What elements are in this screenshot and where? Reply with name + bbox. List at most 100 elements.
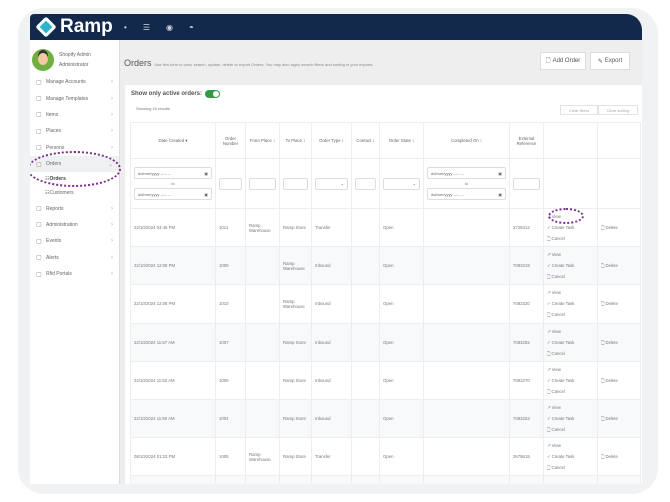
table-cell	[351, 360, 380, 400]
create-task-link[interactable]: ✓Create Task	[547, 263, 575, 269]
sidebar-item-label: Persons	[46, 144, 65, 151]
cancel-link[interactable]: 🗋Cancel	[547, 312, 565, 318]
row-actions: ↗View ✓Create Task 🗋Cancel	[543, 246, 598, 286]
column-header[interactable]: Order Type ↕	[311, 122, 352, 159]
sidebar-item-places[interactable]: ▢ Places ›	[30, 123, 119, 139]
filter-select[interactable]: ⌄	[383, 177, 420, 190]
column-header[interactable]: External Reference	[509, 122, 544, 159]
cancel-link[interactable]: 🗋Cancel	[547, 465, 565, 471]
delete-link[interactable]: 🗋Delete	[601, 263, 618, 269]
column-header[interactable]: Order State ↕	[379, 122, 424, 159]
table-cell	[423, 207, 510, 248]
delete-link[interactable]: 🗋Delete	[601, 416, 618, 422]
table-cell: Ramp Store	[279, 322, 312, 362]
view-link[interactable]: ↗View	[547, 290, 561, 296]
filter-input[interactable]	[355, 177, 376, 190]
cancel-link[interactable]: 🗋Cancel	[547, 427, 565, 433]
table-cell: Inbound	[311, 398, 352, 439]
logo-text: Ramp	[60, 16, 113, 37]
file-icon: 🗋	[547, 465, 551, 471]
user-profile[interactable]: Shopify Admin Administrator	[30, 40, 119, 74]
filter-input[interactable]	[249, 177, 276, 190]
menu-dot-icon[interactable]: •	[124, 22, 127, 32]
cancel-link[interactable]: 🗋Cancel	[547, 236, 565, 242]
sidebar-item-reports[interactable]: ▢ Reports ›	[30, 200, 119, 216]
row-actions	[543, 475, 598, 484]
date-range-input[interactable]: dd/mm/yyyy --:-- -- ▣	[134, 188, 212, 200]
column-header[interactable]: Contact ↕	[351, 122, 380, 159]
add-order-button[interactable]: 🗋 Add Order	[540, 52, 586, 70]
delete-cell	[597, 475, 641, 484]
dashboard-icon[interactable]: ◓	[188, 22, 194, 32]
report-icon: ▢	[36, 206, 42, 213]
logo[interactable]: Ramp	[30, 16, 116, 38]
globe-icon[interactable]: ◉	[165, 22, 173, 32]
table-cell: Ramp Warehouse	[279, 284, 312, 324]
filter-input[interactable]	[219, 177, 242, 190]
column-header[interactable]: Order Number	[215, 122, 246, 159]
filter-input[interactable]	[513, 177, 540, 190]
table-cell: 1011	[215, 207, 246, 248]
sidebar-item-events[interactable]: ▢ Events ›	[30, 233, 119, 249]
column-header[interactable]: To Place ↕	[279, 122, 312, 159]
filter-select[interactable]: ⌄	[315, 177, 348, 190]
column-header[interactable]: From Place ↕	[245, 122, 280, 159]
date-range-input[interactable]: dd/mm/yyyy --:-- -- ▣	[134, 167, 212, 179]
sidebar-subitem-customers[interactable]: ☷ Customers	[45, 190, 74, 197]
date-range-input[interactable]: dd/mm/yyyy --:-- -- ▣	[427, 188, 506, 200]
sidebar-item-persons[interactable]: ▢ Persons ›	[30, 140, 119, 156]
delete-link[interactable]: 🗋Delete	[601, 377, 618, 383]
sidebar-item-alerts[interactable]: ▢ Alerts ›	[30, 250, 119, 266]
view-link[interactable]: ↗View	[547, 252, 561, 258]
clear-sorting-button[interactable]: Clear sorting	[598, 105, 638, 115]
column-header[interactable]: Date Created ▾	[130, 122, 216, 159]
view-link[interactable]: ↗View	[547, 328, 561, 334]
sidebar-item-administration[interactable]: ▢ Administration ›	[30, 217, 119, 233]
row-actions: ↗View ✓Create Task 🗋Cancel	[543, 398, 598, 439]
delete-link[interactable]: 🗋Delete	[601, 454, 618, 460]
column-header[interactable]: Completed On ↕	[423, 122, 510, 159]
cancel-link[interactable]: 🗋Cancel	[547, 350, 565, 356]
sidebar-item-items[interactable]: ▢ Items ›	[30, 107, 119, 123]
date-range-input[interactable]: dd/mm/yyyy --:-- -- ▣	[427, 167, 506, 179]
create-task-link[interactable]: ✓Create Task	[547, 377, 575, 383]
row-actions: ↗View ✓Create Task 🗋Cancel	[543, 437, 598, 477]
calendar-icon[interactable]: ▣	[204, 191, 208, 197]
list-icon[interactable]: ☰	[142, 22, 150, 32]
table-cell	[245, 284, 280, 324]
table-cell: 1007	[215, 322, 246, 362]
sidebar-item-manage-templates[interactable]: ▢ Manage Templates ›	[30, 90, 119, 106]
delete-link[interactable]: 🗋Delete	[601, 225, 618, 231]
calendar-icon[interactable]: ▣	[204, 170, 208, 176]
cancel-link[interactable]: 🗋Cancel	[547, 274, 565, 280]
create-task-link[interactable]: ✓Create Task	[547, 416, 575, 422]
create-task-link[interactable]: ✓Create Task	[547, 454, 575, 460]
clear-filters-button[interactable]: Clear filters	[560, 105, 598, 115]
file-icon: 🗋	[547, 388, 551, 394]
calendar-icon[interactable]: ▣	[498, 170, 502, 176]
sidebar-item-rfid-portals[interactable]: ▢ Rfid Portals ›	[30, 266, 119, 282]
create-task-link[interactable]: ✓Create Task	[547, 339, 575, 345]
check-icon: ✓	[547, 377, 551, 383]
chevron-right-icon: ›	[111, 79, 113, 86]
create-task-link[interactable]: ✓Create Task	[547, 301, 575, 307]
filter-input[interactable]	[283, 177, 308, 190]
active-orders-toggle[interactable]	[205, 90, 221, 98]
view-link[interactable]: ↗View	[547, 366, 561, 372]
table-cell: Ramp Store	[279, 437, 312, 477]
view-link[interactable]: ↗View	[547, 405, 561, 411]
briefcase-icon: ▢	[36, 79, 42, 86]
view-link[interactable]: ↗View	[547, 443, 561, 449]
check-icon: ✓	[547, 454, 551, 460]
cancel-link[interactable]: 🗋Cancel	[547, 388, 565, 394]
sidebar-item-manage-accounts[interactable]: ▢ Manage Accounts ›	[30, 74, 119, 90]
calendar-icon[interactable]: ▣	[498, 191, 502, 197]
table-cell: 7083320	[509, 284, 544, 324]
chevron-right-icon: ›	[111, 238, 113, 245]
sidebar-item-label: Rfid Portals	[46, 271, 72, 278]
page-title: Orders Use this form to view, search, upd…	[124, 58, 374, 68]
delete-link[interactable]: 🗋Delete	[601, 301, 618, 307]
create-task-link[interactable]: ✓Create Task	[547, 225, 575, 231]
delete-link[interactable]: 🗋Delete	[601, 339, 618, 345]
export-button[interactable]: ✎ Export	[590, 52, 630, 70]
